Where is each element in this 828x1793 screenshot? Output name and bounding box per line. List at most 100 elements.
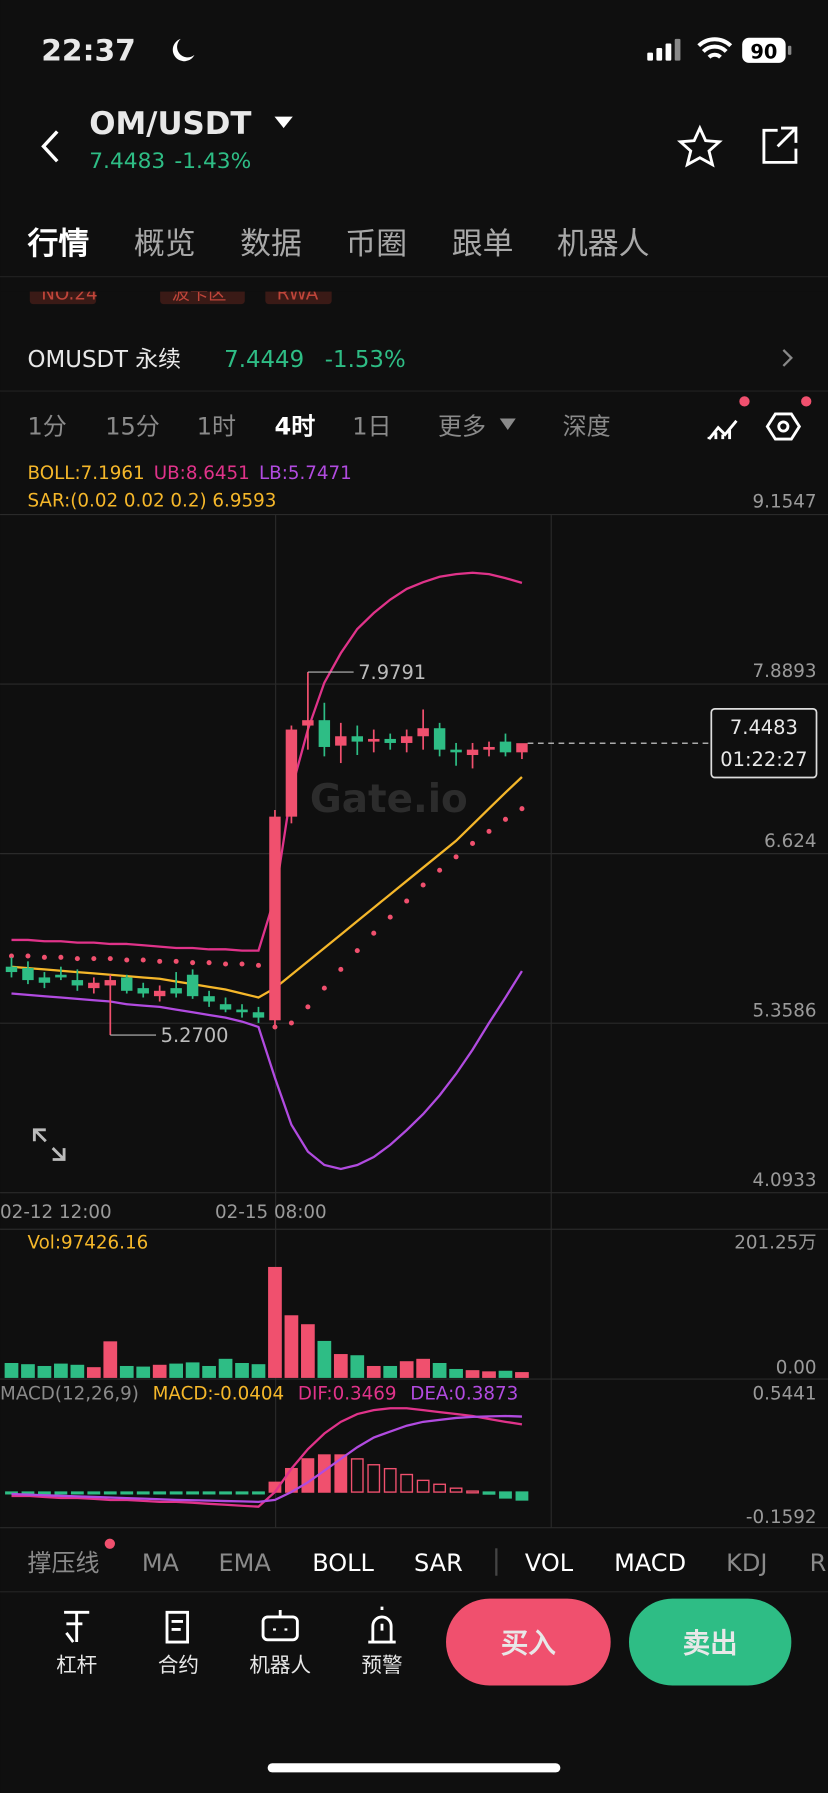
candle-body (219, 1004, 232, 1010)
settings-button[interactable] (765, 412, 802, 441)
volume-bar (202, 1365, 216, 1378)
volume-bar (333, 1354, 348, 1378)
volume-bar (317, 1340, 332, 1378)
indicator-button[interactable] (707, 419, 738, 440)
volume-bar (86, 1367, 101, 1378)
last-price-box (710, 708, 818, 779)
indicator-tab[interactable]: KDJ (726, 1549, 767, 1577)
indicator-tab[interactable]: EMA (218, 1549, 271, 1577)
volume-bar (350, 1355, 365, 1378)
interval[interactable]: 1时 (197, 413, 236, 441)
sar-dot (453, 854, 459, 860)
sell-button[interactable] (628, 1598, 792, 1686)
macd-bar (301, 1458, 315, 1493)
more-dropdown[interactable] (499, 418, 516, 430)
candle-body (22, 968, 34, 981)
dea-line (11, 1414, 522, 1504)
tab[interactable]: 币圈 (345, 226, 407, 262)
sell-label[interactable]: 卖出 (683, 1628, 738, 1659)
nav-label[interactable]: 杠杆 (56, 1653, 97, 1677)
nav-label[interactable]: 预警 (361, 1653, 402, 1677)
sar-dot (25, 953, 31, 959)
sar-legend: SAR:(0.02 0.02 0.2) 6.9593 (27, 491, 276, 512)
tab[interactable]: 概览 (134, 226, 196, 262)
indicator-tab[interactable]: MA (142, 1549, 180, 1577)
battery-level: 90 (750, 40, 777, 63)
candle-body (335, 736, 347, 746)
leverage-icon[interactable] (64, 1610, 90, 1643)
signal-icon (647, 38, 681, 61)
tab[interactable]: 跟单 (452, 226, 514, 262)
volume-bar (70, 1364, 85, 1378)
sar-dot (305, 1004, 311, 1010)
alert-icon[interactable] (368, 1606, 396, 1644)
indicator-tab[interactable]: VOL (525, 1549, 574, 1577)
volume-bar (399, 1361, 414, 1378)
tab[interactable]: 数据 (240, 226, 302, 262)
robot-icon[interactable] (261, 1610, 299, 1642)
volume-bar (465, 1370, 480, 1378)
tab-bar: 行情 概览 数据 币圈 跟单 机器人 (26, 226, 649, 262)
indicator-tab[interactable]: MACD (614, 1549, 686, 1577)
interval[interactable]: 1日 (352, 413, 391, 441)
ub-value: UB:8.6451 (154, 463, 250, 484)
nav-label[interactable]: 机器人 (249, 1653, 311, 1677)
contract-chevron[interactable] (782, 349, 793, 367)
volume-bar (251, 1364, 266, 1378)
nav-label[interactable]: 合约 (158, 1653, 199, 1677)
indicator-tab[interactable]: R (810, 1549, 827, 1577)
contract-name[interactable]: OMUSDT 永续 (27, 347, 181, 373)
volume-bar (37, 1365, 52, 1378)
header-price: 7.4483 (89, 149, 165, 174)
interval-row: 1分 15分 1时 4时 1日 更多 深度 (27, 413, 610, 441)
macd-bar (466, 1490, 479, 1494)
pair-title[interactable]: OM/USDT (89, 106, 251, 142)
sar-dot (470, 840, 476, 846)
tab[interactable]: 行情 (26, 226, 89, 262)
macd-bar (235, 1491, 249, 1495)
tab[interactable]: 机器人 (557, 226, 650, 262)
candle-body (483, 746, 495, 750)
macd-bar (120, 1491, 134, 1495)
y-tick-label: 4.0933 (753, 1170, 817, 1191)
home-indicator (267, 1763, 561, 1773)
macd-bar (70, 1491, 84, 1495)
back-button[interactable] (41, 130, 59, 163)
indicator-tab[interactable]: BOLL (312, 1549, 374, 1577)
boll-legend: BOLL:7.1961 UB:8.6451 LB:5.7471 (27, 463, 351, 484)
interval[interactable]: 4时 (274, 413, 315, 441)
volume-bar (432, 1362, 447, 1378)
buy-button[interactable] (446, 1598, 611, 1686)
dea-value: DEA:0.3873 (410, 1384, 518, 1405)
buy-label[interactable]: 买入 (501, 1628, 556, 1659)
indicator-tab[interactable]: 撑压线 (27, 1549, 99, 1577)
nav-icons (64, 1606, 396, 1644)
low-label: 5.2700 (161, 1024, 229, 1047)
interval[interactable]: 15分 (105, 413, 160, 441)
candle-body (153, 990, 166, 997)
header-change: -1.43% (174, 149, 251, 174)
interval[interactable]: 深度 (563, 413, 611, 441)
y-tick-label: 7.8893 (753, 661, 817, 682)
macd-bar (38, 1491, 51, 1495)
macd-bar (252, 1491, 265, 1495)
boll-line (11, 776, 523, 999)
volume-bar (416, 1358, 431, 1378)
interval[interactable]: 1分 (27, 413, 66, 441)
y-tick-label: 6.624 (764, 831, 816, 852)
sar-dot (387, 914, 393, 920)
contract-icon[interactable] (165, 1610, 190, 1644)
sar-dot (190, 960, 196, 966)
volume-bar (268, 1266, 282, 1378)
fullscreen-button[interactable] (32, 1128, 66, 1161)
interval[interactable]: 更多 (438, 413, 486, 441)
y-tick-label: 9.1547 (753, 492, 817, 513)
favorite-button[interactable] (676, 124, 723, 168)
pair-dropdown[interactable] (274, 116, 293, 129)
volume-bar (235, 1362, 249, 1378)
contract-change: -1.53% (325, 347, 406, 373)
indicator-tab[interactable]: SAR (414, 1549, 463, 1577)
share-button[interactable] (762, 126, 798, 164)
volume-bar (152, 1364, 167, 1378)
candle-body (368, 738, 380, 742)
